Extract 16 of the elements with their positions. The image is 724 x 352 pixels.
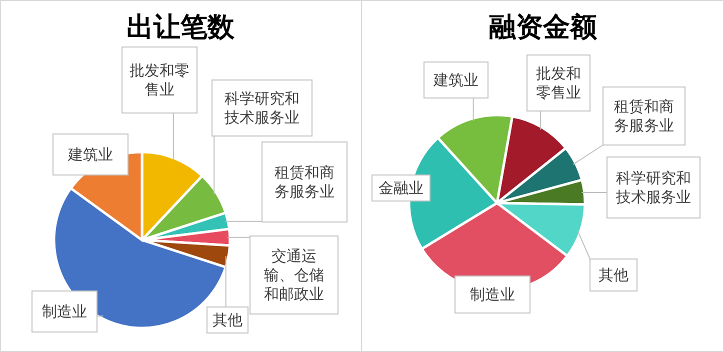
slice-label: 建筑业: [67, 146, 113, 164]
chart-title: 融资金额: [489, 12, 598, 43]
chart-title: 出让笔数: [126, 12, 236, 43]
slice-label: 其他: [598, 266, 628, 284]
slice-label: 批发和零售业: [536, 64, 581, 102]
slice-label: 科学研究和技术服务业: [615, 169, 691, 206]
slice-label: 科学研究和技术服务业: [224, 90, 300, 126]
slice-label: 批发和零售业: [130, 62, 190, 98]
slice-label: 金融业: [378, 179, 424, 197]
slice-label: 建筑业: [432, 71, 478, 89]
slice-label: 制造业: [470, 286, 515, 304]
slice-label: 制造业: [42, 302, 87, 320]
slice-label: 交通运输、仓储和邮政业: [264, 247, 324, 303]
slice-label: 租赁和商务服务业: [614, 98, 674, 134]
slice-label: 租赁和商务服务业: [274, 164, 334, 200]
slice-label: 其他: [212, 311, 242, 329]
